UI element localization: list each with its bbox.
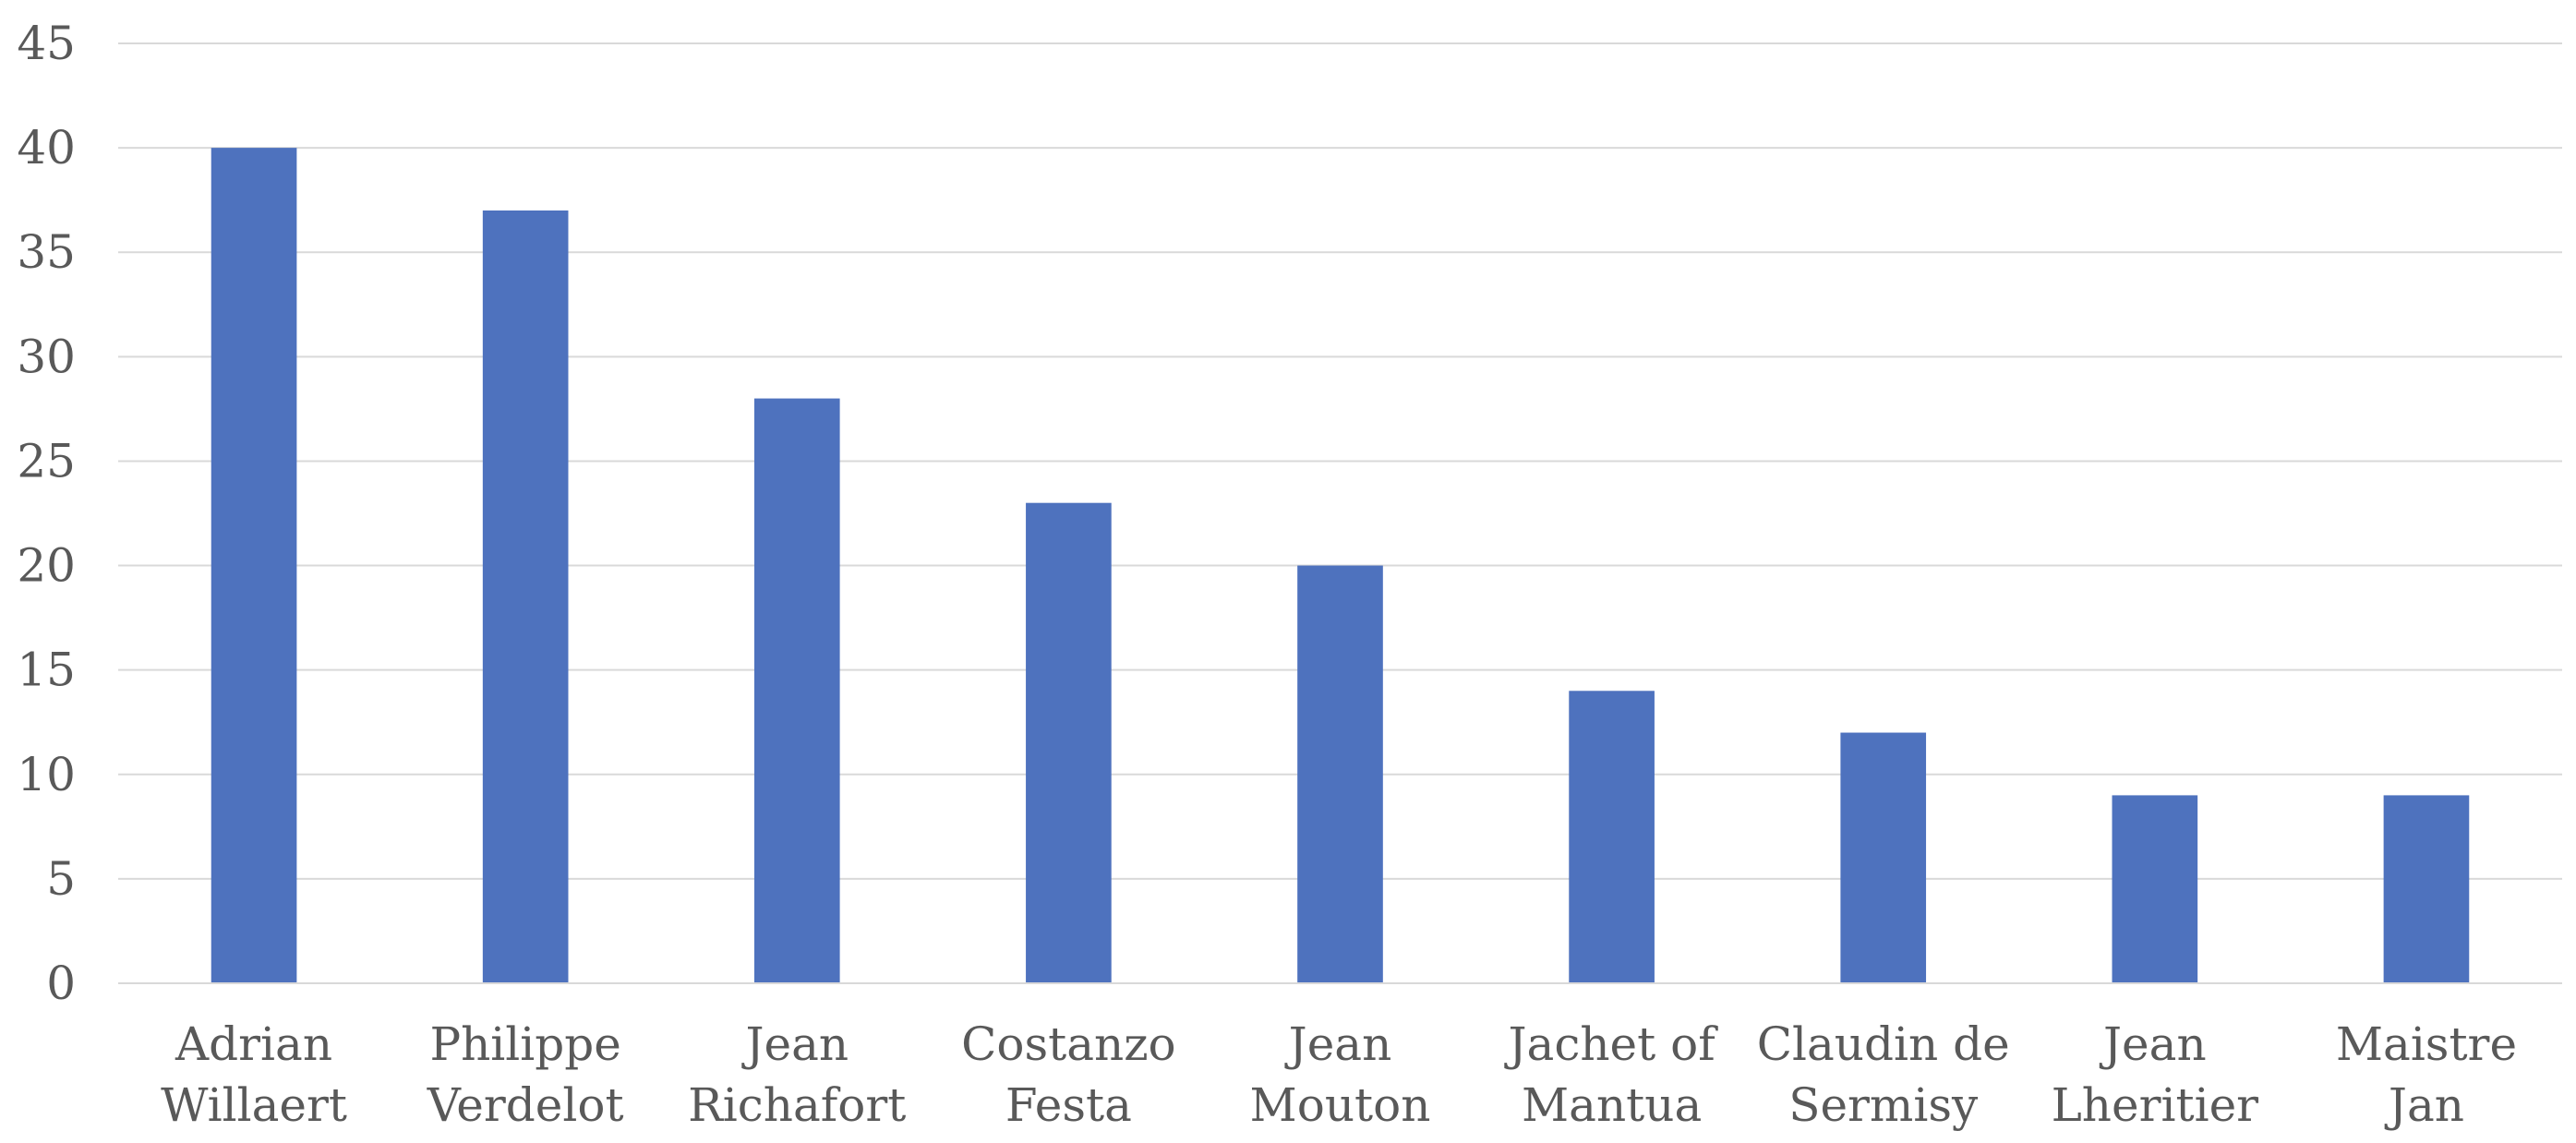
bar	[1297, 565, 1383, 983]
y-tick-label: 10	[17, 748, 76, 801]
y-tick-label: 15	[17, 644, 76, 697]
bar	[753, 398, 840, 984]
x-tick-label: Claudin de Sermisy	[1757, 1017, 2010, 1132]
x-tick-label: Costanzo Festa	[961, 1017, 1176, 1132]
y-tick-label: 20	[17, 539, 76, 593]
y-tick-label: 40	[17, 121, 76, 174]
bar	[2112, 795, 2198, 983]
y-axis-ticks: 0 5 10 15 20 25 30 35 40 45	[17, 17, 76, 1010]
bar	[1840, 732, 1927, 983]
y-tick-label: 25	[17, 434, 76, 487]
x-tick-label: Jachet of Mantua	[1503, 1017, 1718, 1132]
bar	[482, 210, 569, 983]
x-tick-label: Jean Richafort	[688, 1017, 906, 1132]
x-tick-label: Philippe Verdelot	[427, 1017, 624, 1132]
y-tick-label: 5	[46, 852, 76, 906]
bar	[211, 148, 297, 984]
y-tick-label: 35	[17, 225, 76, 279]
x-tick-label: Jean Mouton	[1250, 1017, 1431, 1132]
x-tick-label: Maistre Jan	[2336, 1017, 2517, 1132]
x-tick-label: Adrian Willaert	[161, 1017, 347, 1132]
bar	[1569, 691, 1655, 983]
bar	[1026, 502, 1112, 983]
y-tick-label: 30	[17, 330, 76, 383]
bar	[2383, 795, 2470, 983]
x-axis-labels: Adrian Willaert Philippe Verdelot Jean Richaf…	[161, 1017, 2517, 1132]
bars	[211, 148, 2470, 984]
x-tick-label: Jean Lheritier	[2052, 1017, 2259, 1132]
y-tick-label: 0	[46, 957, 76, 1010]
y-tick-label: 45	[17, 17, 76, 70]
